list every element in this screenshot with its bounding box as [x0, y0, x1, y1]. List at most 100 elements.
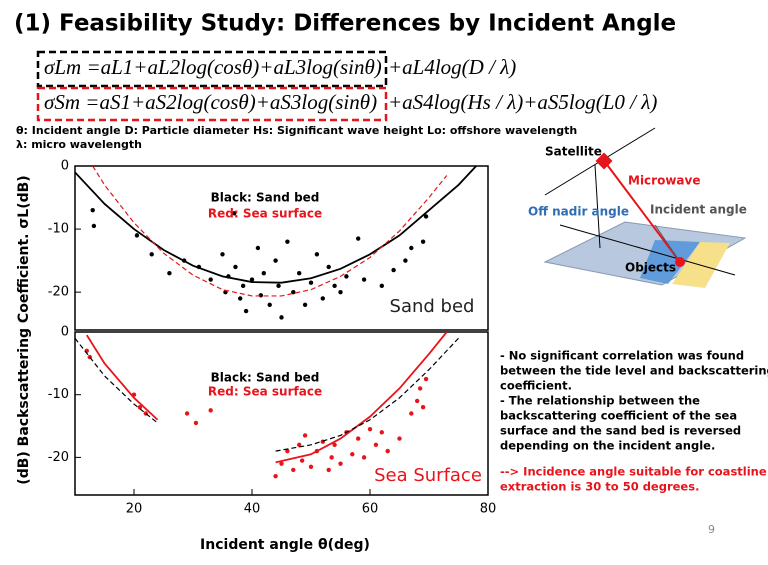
point [423, 376, 429, 382]
diagram-label: Microwave [628, 174, 700, 188]
point [356, 236, 361, 241]
point [285, 239, 290, 244]
normal-line [654, 224, 681, 263]
curve [92, 166, 448, 297]
equation: σLm =aL1+aL2log(cosθ)+aL3log(sinθ) [44, 55, 382, 79]
annotation: Black: Sand bed [211, 191, 320, 205]
curve [75, 166, 477, 284]
point [238, 296, 243, 301]
point [332, 442, 337, 448]
y-tick-label: -10 [48, 222, 69, 237]
definition: θ: Incident angle D: Particle diameter H… [16, 124, 577, 137]
y-tick-label: -20 [48, 450, 69, 465]
point [326, 467, 331, 473]
note-line: surface and the sand bed is reversed [500, 424, 741, 438]
note-line: backscattering coefficient of the sea [500, 409, 737, 423]
point [329, 455, 334, 460]
definition: λ: micro wavelength [16, 138, 142, 151]
y-tick-label: 0 [61, 325, 69, 340]
point [409, 245, 414, 251]
point [137, 405, 143, 410]
point [338, 289, 343, 295]
object-point [675, 257, 685, 267]
y-tick-label: -20 [48, 285, 69, 300]
point [326, 264, 331, 270]
point [91, 223, 97, 229]
notes: - No significant correlation was foundbe… [500, 349, 768, 494]
point [332, 283, 337, 289]
point [379, 430, 384, 435]
point [403, 258, 408, 263]
ground-plane [543, 221, 747, 286]
point [291, 467, 296, 473]
point [344, 274, 349, 279]
diagram-label: Objects [625, 261, 676, 275]
point [184, 411, 190, 416]
point [267, 302, 272, 307]
annotation: Sand bed [390, 296, 475, 317]
conclusion-line: extraction is 30 to 50 degrees. [500, 480, 699, 494]
point [320, 296, 325, 301]
equation: +aL4log(D / λ) [388, 55, 516, 79]
point [220, 252, 225, 257]
point [233, 264, 238, 270]
plot-frame [74, 331, 489, 496]
point [297, 442, 302, 448]
point [379, 283, 384, 289]
point [314, 252, 320, 257]
point [409, 411, 414, 416]
note-line: between the tide level and backscatterin… [500, 364, 768, 378]
x-axis-label: Incident angle θ(deg) [200, 537, 370, 553]
diagram: Satellite Microwave Off nadir angle Inci… [528, 127, 747, 288]
point [361, 277, 367, 282]
equation-box [36, 86, 388, 122]
note-line: - The relationship between the [500, 394, 700, 408]
point [417, 386, 423, 391]
point [350, 452, 355, 457]
satellite-icon [595, 152, 613, 170]
point [391, 267, 396, 273]
x-tick-label: 40 [244, 502, 261, 517]
water [640, 240, 700, 284]
y-axis-label: (dB) Backscattering Coefficient. σL(dB) [16, 175, 32, 484]
point [261, 271, 266, 276]
point [208, 277, 213, 282]
point [90, 207, 95, 213]
ground-line [559, 224, 736, 276]
point [420, 405, 426, 410]
annotation: Red: Sea surface [208, 385, 322, 399]
point [373, 442, 379, 448]
point [240, 283, 246, 289]
point [134, 233, 140, 238]
point [302, 302, 308, 307]
point [255, 245, 261, 251]
conclusion-line: --> Incidence angle suitable for coastli… [500, 465, 767, 479]
annotation: Red: Sea surface [208, 207, 322, 221]
equation: +aS4log(Hs / λ)+aS5log(L0 / λ) [388, 90, 657, 114]
diagram-label: Off nadir angle [528, 205, 629, 219]
point [423, 214, 429, 219]
point [208, 408, 213, 413]
point [276, 283, 281, 289]
plot-area [75, 166, 477, 320]
point [258, 293, 264, 298]
page-number: 9 [708, 523, 715, 536]
equation-box [36, 50, 388, 88]
point [415, 398, 420, 404]
point [273, 258, 278, 263]
annotation: Sea Surface [374, 465, 482, 486]
diagram-label: Incident angle [650, 203, 747, 217]
point [356, 436, 361, 441]
point [308, 464, 314, 469]
point [297, 271, 302, 276]
point [243, 308, 249, 314]
x-tick-label: 20 [126, 502, 143, 517]
point [285, 448, 290, 454]
point [167, 271, 172, 276]
curve [86, 332, 448, 464]
note-line: coefficient. [500, 379, 572, 393]
y-tick-label: 0 [61, 159, 69, 174]
point [232, 211, 237, 216]
point [279, 461, 284, 466]
